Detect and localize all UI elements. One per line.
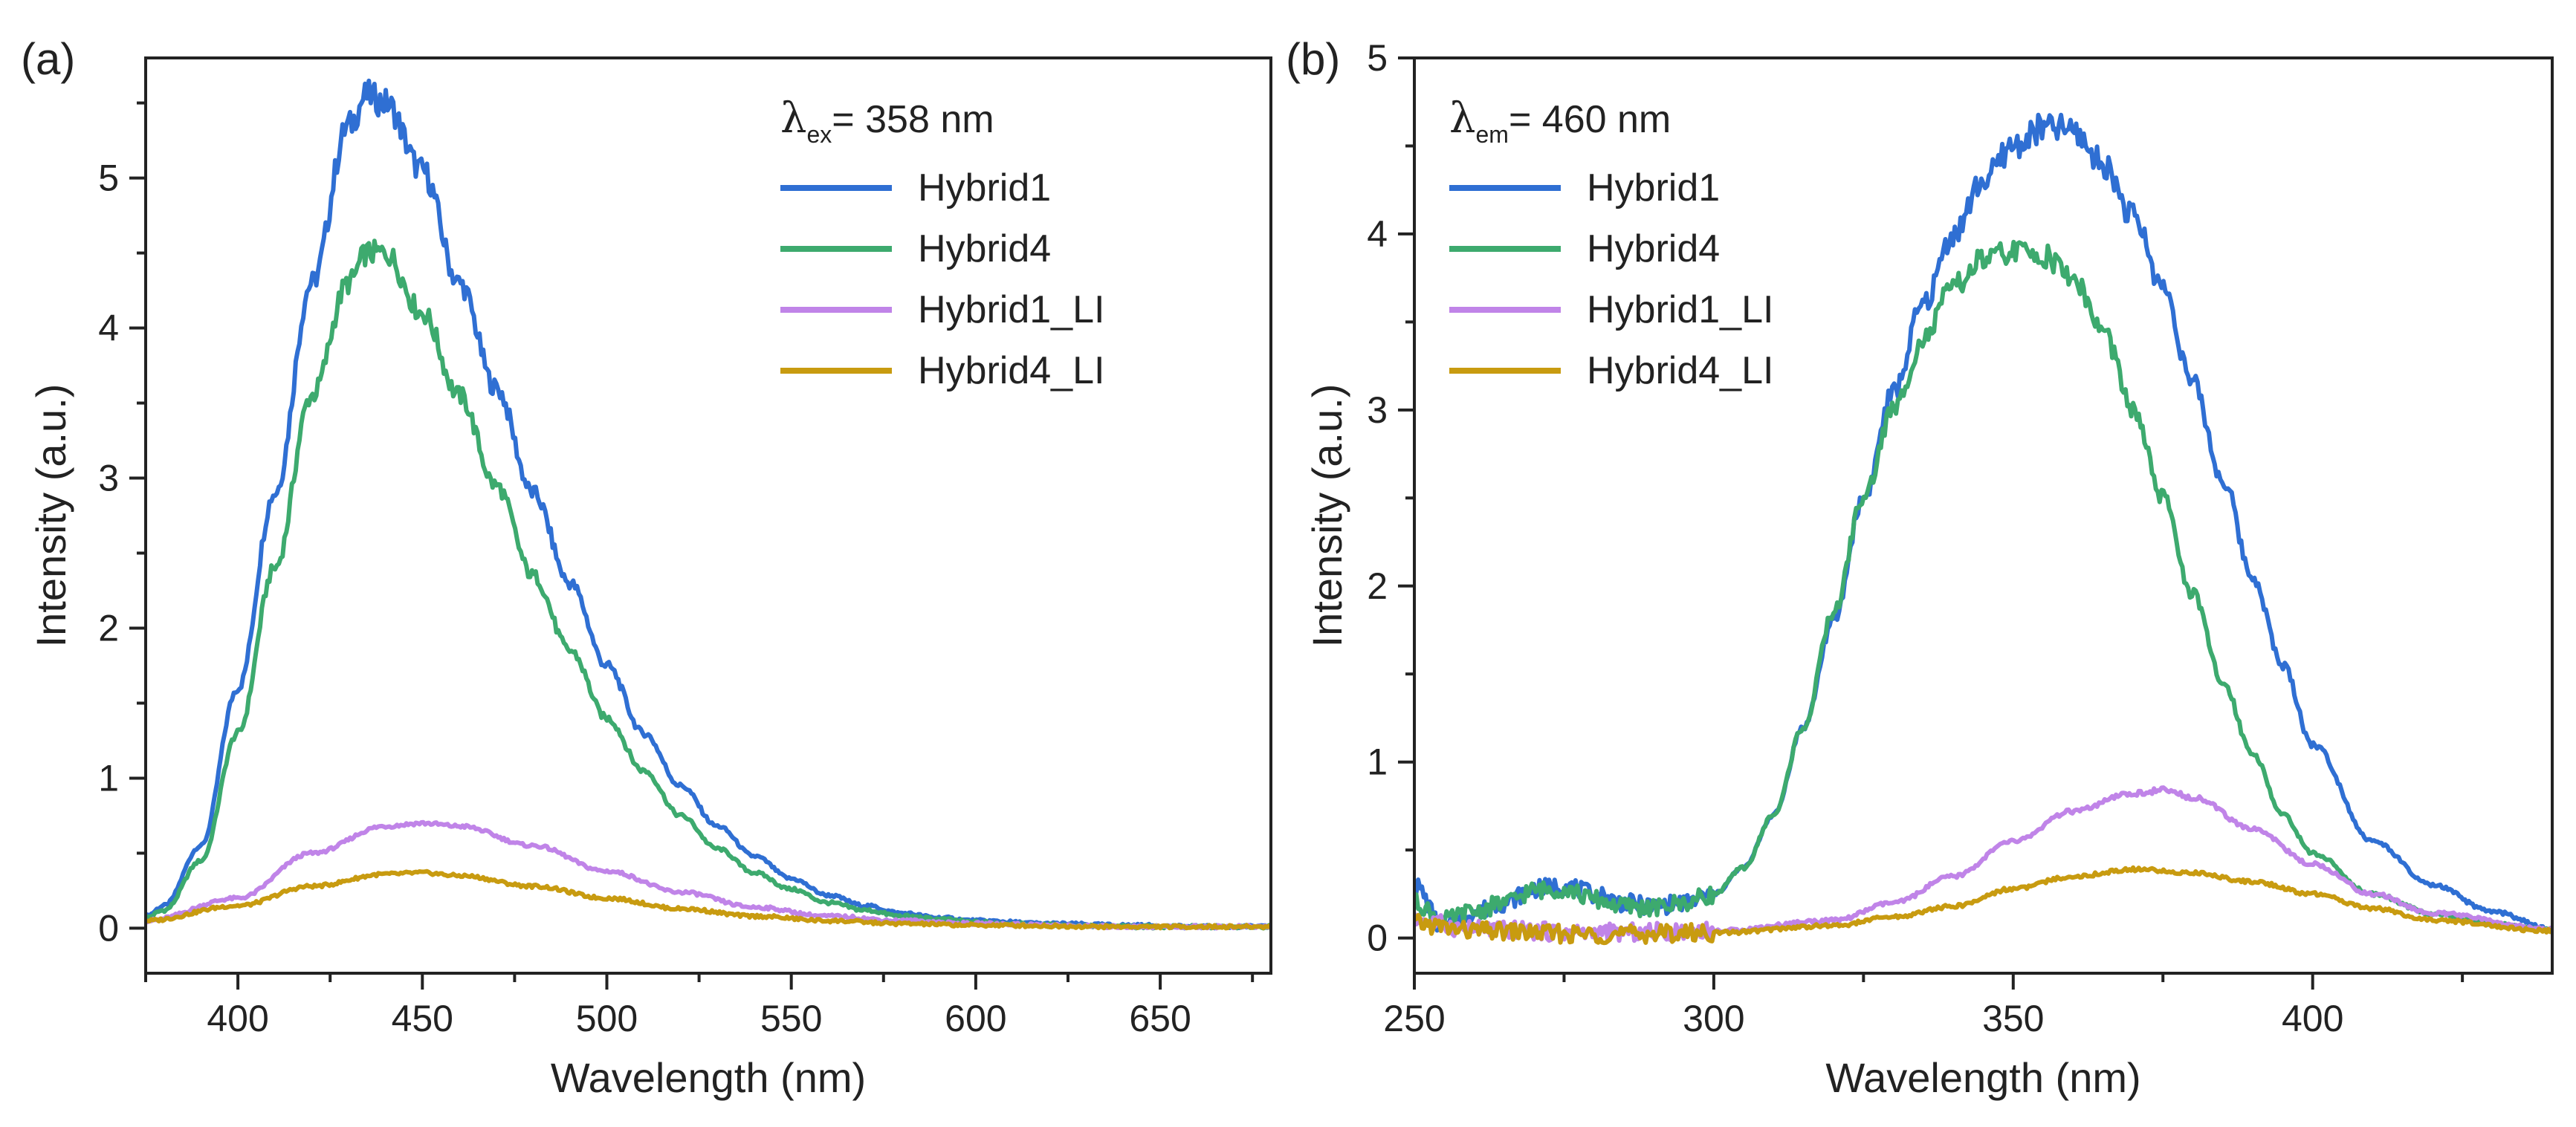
x-tick-label: 400 bbox=[2282, 998, 2343, 1039]
y-tick-label: 4 bbox=[98, 308, 119, 349]
y-tick-label: 1 bbox=[98, 757, 119, 799]
legend-label: Hybrid4_LI bbox=[1587, 349, 1773, 392]
panel-label: (a) bbox=[21, 34, 75, 84]
series-line-hybrid1-li bbox=[1414, 785, 2552, 944]
y-tick-label: 3 bbox=[98, 458, 119, 499]
legend-label: Hybrid1 bbox=[918, 166, 1051, 210]
x-tick-label: 450 bbox=[392, 998, 453, 1039]
y-tick-label: 4 bbox=[1367, 213, 1388, 255]
legend-label: Hybrid4 bbox=[1587, 227, 1720, 270]
x-axis-title: Wavelength (nm) bbox=[1825, 1054, 2140, 1101]
y-tick-label: 0 bbox=[98, 907, 119, 949]
x-tick-label: 350 bbox=[1982, 998, 2044, 1039]
legend-label: Hybrid1_LI bbox=[918, 288, 1104, 331]
legend-label: Hybrid1_LI bbox=[1587, 288, 1773, 331]
x-tick-label: 650 bbox=[1129, 998, 1191, 1039]
legend-label: Hybrid1 bbox=[1587, 166, 1720, 210]
x-tick-label: 400 bbox=[207, 998, 268, 1039]
legend-label: Hybrid4_LI bbox=[918, 349, 1104, 392]
series-line-hybrid4 bbox=[1414, 239, 2552, 933]
y-tick-label: 2 bbox=[1367, 565, 1388, 607]
y-tick-label: 5 bbox=[98, 157, 119, 199]
series-line-hybrid4-li bbox=[1414, 865, 2552, 946]
excitation-annotation: λem= 460 nm bbox=[1449, 94, 1671, 148]
x-axis-title: Wavelength (nm) bbox=[551, 1054, 866, 1101]
x-tick-label: 550 bbox=[760, 998, 822, 1039]
x-tick-label: 300 bbox=[1683, 998, 1744, 1039]
panel-label: (b) bbox=[1286, 34, 1340, 84]
plot-frame bbox=[144, 56, 1272, 975]
plot-frame bbox=[1413, 56, 2554, 975]
y-tick-label: 1 bbox=[1367, 741, 1388, 783]
y-axis-title: Intensity (a.u.) bbox=[1304, 384, 1350, 648]
series-line-hybrid1 bbox=[1414, 112, 2552, 934]
panel-a: 400 450 500 550 600 650 0 1 2 3 4 5 Wavelength (nm) I… bbox=[21, 34, 1272, 1101]
x-tick-label: 500 bbox=[576, 998, 638, 1039]
y-tick-label: 2 bbox=[98, 607, 119, 649]
panel-b: 250 300 350 400 0 1 2 3 4 5 Wavelength (nm) Intensi… bbox=[1286, 34, 2554, 1101]
y-tick-label: 0 bbox=[1367, 917, 1388, 959]
y-tick-label: 3 bbox=[1367, 389, 1388, 431]
series-line-hybrid4-li bbox=[146, 868, 1271, 931]
series-line-hybrid1 bbox=[146, 78, 1271, 931]
y-axis-title: Intensity (a.u.) bbox=[27, 384, 74, 648]
legend-label: Hybrid4 bbox=[918, 227, 1051, 270]
x-tick-label: 250 bbox=[1383, 998, 1445, 1039]
x-tick-label: 600 bbox=[945, 998, 1006, 1039]
y-tick-label: 5 bbox=[1367, 37, 1388, 79]
excitation-annotation: λex= 358 nm bbox=[780, 94, 994, 148]
series-line-hybrid4 bbox=[146, 238, 1271, 931]
